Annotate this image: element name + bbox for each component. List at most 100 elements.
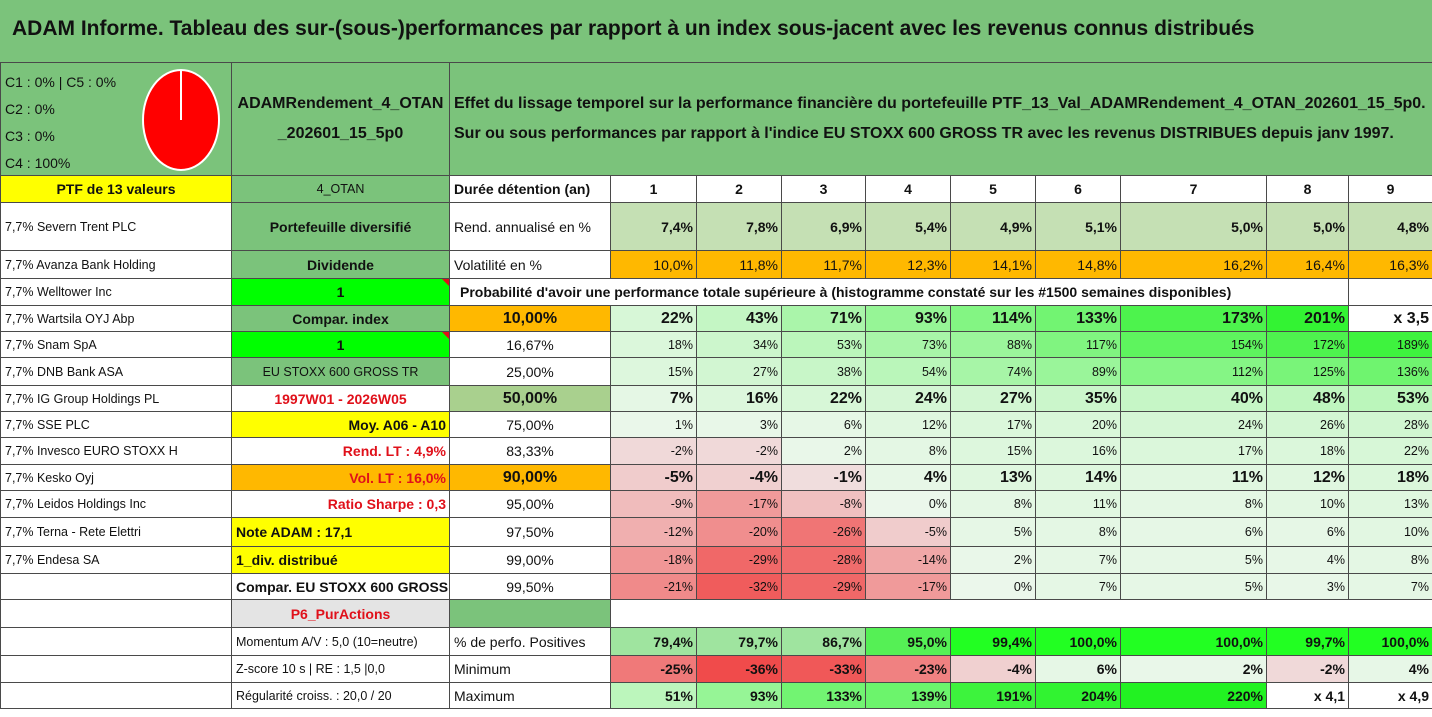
vol-value: 11,7%: [781, 250, 866, 279]
comparison-index-label: Compar. EU STOXX 600 GROSS TR: [231, 573, 450, 600]
holding-row: 7,7% DNB Bank ASA: [0, 357, 232, 386]
bottom-info: Momentum A/V : 5,0 (10=neutre): [231, 627, 450, 656]
probability-value: 114%: [950, 305, 1036, 332]
probability-value: -5%: [610, 464, 697, 491]
probability-value: 4%: [865, 464, 951, 491]
holding-row: 7,7% Welltower Inc: [0, 278, 232, 306]
probability-value: 2%: [781, 437, 866, 465]
empty-cell: [0, 655, 232, 683]
stat-value: 79,7%: [696, 627, 782, 656]
probability-value: -29%: [781, 573, 866, 600]
bottom-info: Z-score 10 s | RE : 1,5 |0,0: [231, 655, 450, 683]
probability-value: 7%: [610, 385, 697, 412]
probability-value: 5%: [1120, 546, 1267, 574]
probability-value: -20%: [696, 517, 782, 547]
probability-value: 17%: [1120, 437, 1267, 465]
probability-value: 125%: [1266, 357, 1349, 386]
description-line: Effet du lissage temporel sur la perform…: [454, 95, 1426, 112]
vol-value: 14,8%: [1035, 250, 1121, 279]
probability-value: 1%: [610, 411, 697, 438]
duration-year: 4: [865, 175, 951, 203]
rend-value: 7,8%: [696, 202, 782, 251]
probability-value: 8%: [1035, 517, 1121, 547]
probability-value: 11%: [1035, 490, 1121, 518]
rend-value: 4,9%: [950, 202, 1036, 251]
rend-value: 5,0%: [1266, 202, 1349, 251]
probability-value: 71%: [781, 305, 866, 332]
stat-value: 95,0%: [865, 627, 951, 656]
income-type: Dividende: [231, 250, 450, 279]
holding-row: 7,7% Endesa SA: [0, 546, 232, 574]
stat-value: 139%: [865, 682, 951, 709]
probability-value: 7%: [1035, 573, 1121, 600]
stat-value: 191%: [950, 682, 1036, 709]
vol-value: 11,8%: [696, 250, 782, 279]
probability-value: 0%: [865, 490, 951, 518]
compare-index-flag: 1: [231, 331, 450, 358]
empty-cell: [0, 573, 232, 600]
probability-value: 8%: [950, 490, 1036, 518]
stat-value: 51%: [610, 682, 697, 709]
stat-value: x 4,9: [1348, 682, 1432, 709]
stat-value: 99,4%: [950, 627, 1036, 656]
stat-value: 204%: [1035, 682, 1121, 709]
probability-value: 12%: [1266, 464, 1349, 491]
probability-value: 8%: [865, 437, 951, 465]
holding-row: 7,7% SSE PLC: [0, 411, 232, 438]
probability-value: 189%: [1348, 331, 1432, 358]
holding-row: 7,7% Snam SpA: [0, 331, 232, 358]
probability-value: 73%: [865, 331, 951, 358]
long-term-return: Rend. LT : 4,9%: [231, 437, 450, 465]
probability-value: 28%: [1348, 411, 1432, 438]
probability-value: 74%: [950, 357, 1036, 386]
pie-legend-item: C4 : 100%: [5, 155, 71, 171]
duration-year: 8: [1266, 175, 1349, 203]
probability-value: 117%: [1035, 331, 1121, 358]
rend-value: 5,4%: [865, 202, 951, 251]
ptf-header: PTF de 13 valeurs: [0, 175, 232, 203]
duration-year: 5: [950, 175, 1036, 203]
probability-threshold: 90,00%: [449, 464, 611, 491]
strategy-label: 4_OTAN: [231, 175, 450, 203]
duration-year: 2: [696, 175, 782, 203]
holding-row: 7,7% IG Group Holdings PL: [0, 385, 232, 412]
probability-value: 7%: [1035, 546, 1121, 574]
probability-value: 16%: [1035, 437, 1121, 465]
probability-threshold: 10,00%: [449, 305, 611, 332]
probability-value: 54%: [865, 357, 951, 386]
compare-index-label: Compar. index: [231, 305, 450, 332]
index-name: EU STOXX 600 GROSS TR: [231, 357, 450, 386]
holding-row: 7,7% Wartsila OYJ Abp: [0, 305, 232, 332]
pie-legend-item: C1 : 0% | C5 : 0%: [5, 74, 117, 90]
stat-label: Minimum: [449, 655, 611, 683]
probability-threshold: 75,00%: [449, 411, 611, 438]
stat-value: 99,7%: [1266, 627, 1349, 656]
probability-value: 0%: [950, 573, 1036, 600]
probability-value: 53%: [781, 331, 866, 358]
probability-value: 5%: [1120, 573, 1267, 600]
duration-year: 1: [610, 175, 697, 203]
probability-value: -28%: [781, 546, 866, 574]
probability-value: 5%: [950, 517, 1036, 547]
rend-value: 5,0%: [1120, 202, 1267, 251]
probability-value: -32%: [696, 573, 782, 600]
stat-label: % de perfo. Positives: [449, 627, 611, 656]
probability-value: 22%: [610, 305, 697, 332]
probability-threshold: 99,00%: [449, 546, 611, 574]
rend-value: 5,1%: [1035, 202, 1121, 251]
probability-value: -9%: [610, 490, 697, 518]
probability-value: 16%: [696, 385, 782, 412]
probability-threshold: 99,50%: [449, 573, 611, 600]
probability-value: -1%: [781, 464, 866, 491]
adam-score: Note ADAM : 17,1: [231, 517, 450, 547]
probability-value: 154%: [1120, 331, 1267, 358]
probability-value: 43%: [696, 305, 782, 332]
empty-cell: [1348, 278, 1432, 306]
probability-value: 3%: [1266, 573, 1349, 600]
probability-value: -8%: [781, 490, 866, 518]
holding-row: 7,7% Leidos Holdings Inc: [0, 490, 232, 518]
probability-value: 22%: [781, 385, 866, 412]
probability-value: 8%: [1348, 546, 1432, 574]
duration-year: 9: [1348, 175, 1432, 203]
probability-value: 112%: [1120, 357, 1267, 386]
